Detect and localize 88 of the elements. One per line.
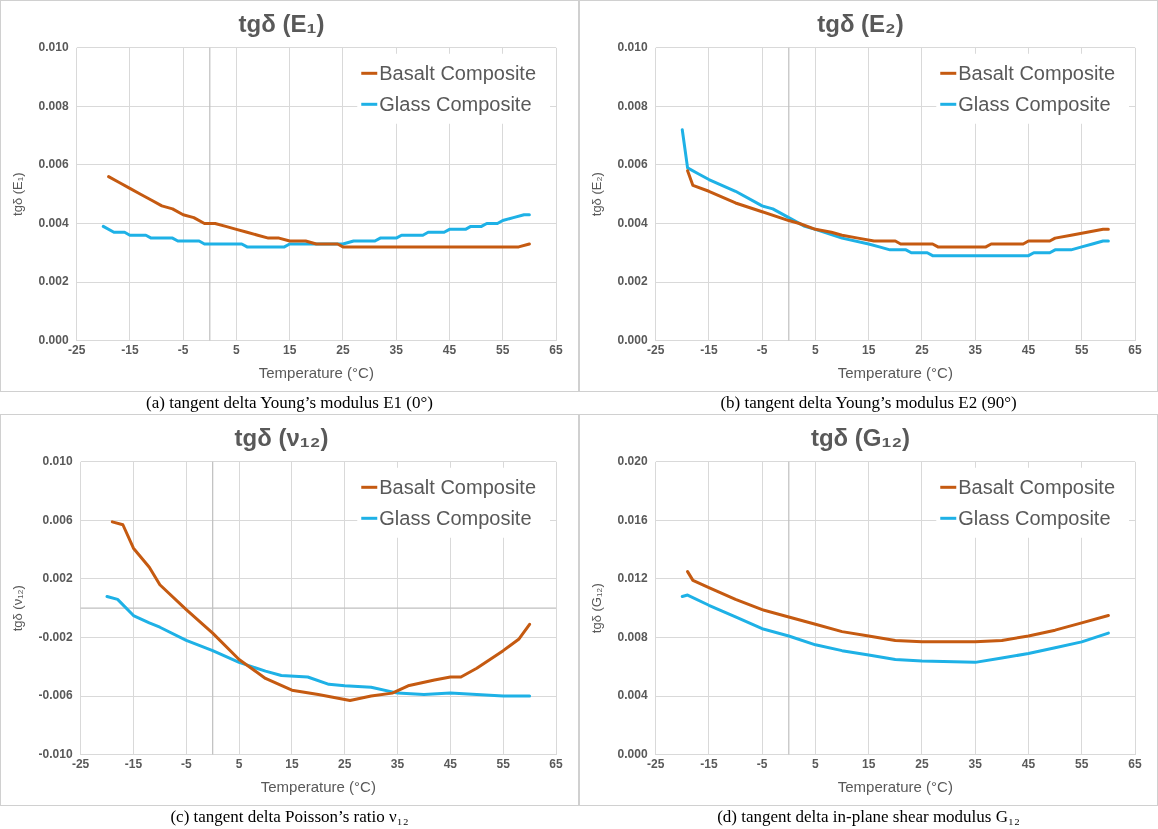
y-tick-label: 0.008 xyxy=(617,629,648,644)
y-tick-label: 0.006 xyxy=(617,157,648,172)
x-tick-label: 65 xyxy=(549,343,563,358)
chart-title: tgδ (E₁) xyxy=(238,10,325,38)
x-tick-label: 45 xyxy=(443,757,458,772)
legend-label: Glass Composite xyxy=(379,92,532,115)
x-tick-label: 55 xyxy=(496,343,510,358)
y-tick-label: 0.010 xyxy=(38,40,69,55)
x-tick-label: 35 xyxy=(968,343,983,358)
chart-title: tgδ (G₁₂) xyxy=(810,424,911,452)
y-tick-label: 0.006 xyxy=(38,157,69,172)
y-tick-label: 0.010 xyxy=(42,454,73,469)
legend-label: Basalt Composite xyxy=(958,61,1116,84)
x-tick-label: 5 xyxy=(233,343,241,358)
y-tick-label: 0.010 xyxy=(617,40,648,55)
x-tick-label: 15 xyxy=(862,757,876,772)
y-tick-label: 0.004 xyxy=(617,215,648,230)
x-tick-label: -25 xyxy=(646,757,665,772)
x-tick-label: -25 xyxy=(71,757,90,772)
y-tick-label: -0.010 xyxy=(38,746,73,761)
text: (d) tangent delta in-plane shear modulus G₁₂ xyxy=(716,806,1021,828)
x-tick-label: -15 xyxy=(700,343,718,358)
y-axis-title: tgδ (ν₁₂) xyxy=(10,585,26,632)
x-tick-label: -15 xyxy=(124,757,143,772)
x-tick-label: 65 xyxy=(549,757,563,772)
text: (b) tangent delta Young’s modulus E2 (90°) xyxy=(719,392,1018,414)
x-tick-label: 25 xyxy=(915,757,929,772)
x-axis-title: Temperature (°C) xyxy=(260,778,376,796)
y-tick-label: 0.006 xyxy=(42,512,73,527)
y-tick-label: 0.000 xyxy=(617,332,648,347)
x-tick-label: 15 xyxy=(283,343,297,358)
y-tick-label: 0.008 xyxy=(617,98,648,113)
legend-label: Basalt Composite xyxy=(958,475,1116,498)
legend-label: Basalt Composite xyxy=(379,61,537,84)
legend-label: Glass Composite xyxy=(958,92,1111,115)
x-axis-title: Temperature (°C) xyxy=(837,778,953,796)
y-tick-label: 0.008 xyxy=(38,98,69,113)
x-tick-label: -5 xyxy=(180,757,192,772)
x-tick-label: -25 xyxy=(67,343,86,358)
x-tick-label: 45 xyxy=(442,343,457,358)
x-tick-label: -25 xyxy=(646,343,665,358)
x-tick-label: -5 xyxy=(756,757,768,772)
x-tick-label: -15 xyxy=(121,343,139,358)
y-tick-label: 0.004 xyxy=(617,688,648,703)
y-tick-label: 0.000 xyxy=(38,332,69,347)
x-tick-label: 65 xyxy=(1128,343,1142,358)
y-tick-label: 0.002 xyxy=(42,571,73,586)
x-tick-label: 45 xyxy=(1021,757,1036,772)
y-tick-label: -0.006 xyxy=(38,688,73,703)
x-tick-label: 5 xyxy=(235,757,243,772)
x-tick-label: 45 xyxy=(1021,343,1036,358)
y-axis-title: tgδ (E₁) xyxy=(10,172,26,216)
y-tick-label: 0.000 xyxy=(617,746,648,761)
y-tick-label: 0.016 xyxy=(617,512,648,527)
x-tick-label: -15 xyxy=(700,757,718,772)
x-tick-label: 55 xyxy=(1075,757,1089,772)
x-tick-label: 55 xyxy=(496,757,511,772)
x-tick-label: 15 xyxy=(285,757,299,772)
x-axis-title: Temperature (°C) xyxy=(837,364,953,382)
y-axis-title: tgδ (G₁₂) xyxy=(589,583,605,634)
chart-title: tgδ (ν₁₂) xyxy=(234,424,329,452)
legend-label: Glass Composite xyxy=(379,506,532,529)
text: (c) tangent delta Poisson’s ratio ν₁₂ xyxy=(169,806,410,828)
text: (a) tangent delta Young’s modulus E1 (0°) xyxy=(145,392,434,414)
x-tick-label: 25 xyxy=(915,343,929,358)
y-tick-label: 0.002 xyxy=(617,274,648,289)
x-tick-label: 55 xyxy=(1075,343,1089,358)
x-tick-label: -5 xyxy=(756,343,768,358)
y-tick-label: 0.002 xyxy=(38,274,69,289)
x-tick-label: -5 xyxy=(177,343,189,358)
x-tick-label: 5 xyxy=(812,343,820,358)
x-tick-label: 35 xyxy=(389,343,404,358)
legend-label: Glass Composite xyxy=(958,506,1111,529)
x-tick-label: 35 xyxy=(968,757,983,772)
x-tick-label: 5 xyxy=(812,757,820,772)
legend-label: Basalt Composite xyxy=(379,475,537,498)
y-tick-label: 0.020 xyxy=(617,454,648,469)
y-tick-label: 0.004 xyxy=(38,215,69,230)
chart-title: tgδ (E₂) xyxy=(817,10,904,38)
x-tick-label: 25 xyxy=(338,757,352,772)
y-tick-label: 0.012 xyxy=(617,571,648,586)
x-axis-title: Temperature (°C) xyxy=(258,364,374,382)
x-tick-label: 35 xyxy=(390,757,405,772)
y-axis-title: tgδ (E₂) xyxy=(589,172,605,217)
x-tick-label: 65 xyxy=(1128,757,1142,772)
x-tick-label: 25 xyxy=(336,343,350,358)
y-tick-label: -0.002 xyxy=(38,629,73,644)
x-tick-label: 15 xyxy=(862,343,876,358)
